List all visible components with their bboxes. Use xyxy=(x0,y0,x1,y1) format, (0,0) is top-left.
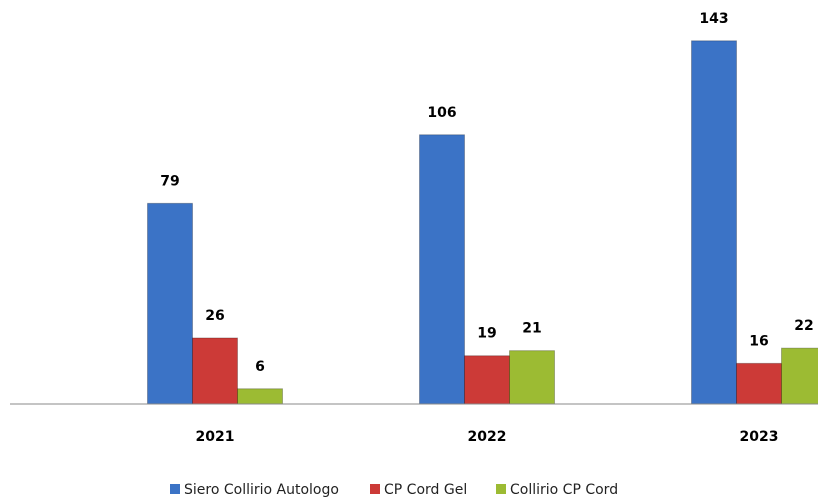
data-label: 143 xyxy=(699,11,728,27)
legend-marker xyxy=(496,484,506,494)
data-label: 16 xyxy=(749,333,768,349)
data-label: 79 xyxy=(160,173,179,189)
data-label: 106 xyxy=(427,105,456,121)
legend-marker xyxy=(170,484,180,494)
data-label: 26 xyxy=(205,308,224,324)
bar xyxy=(419,134,465,405)
bar xyxy=(464,355,510,405)
bar xyxy=(781,347,818,405)
x-tick-label: 2021 xyxy=(196,429,235,445)
data-label: 21 xyxy=(522,321,541,337)
x-tick-label: 2022 xyxy=(468,429,507,445)
bar xyxy=(691,40,737,405)
data-label: 22 xyxy=(794,318,813,334)
bar xyxy=(192,337,238,405)
legend-label: Collirio CP Cord xyxy=(510,482,618,497)
legend-marker xyxy=(370,484,380,494)
data-label: 6 xyxy=(255,359,265,375)
bar xyxy=(736,362,782,405)
legend-label: Siero Collirio Autologo xyxy=(184,482,339,497)
data-label: 19 xyxy=(477,326,496,342)
x-tick-label: 2023 xyxy=(740,429,779,445)
legend-label: CP Cord Gel xyxy=(384,482,467,497)
bar xyxy=(237,388,283,405)
bar xyxy=(509,350,555,405)
bar xyxy=(147,202,193,405)
